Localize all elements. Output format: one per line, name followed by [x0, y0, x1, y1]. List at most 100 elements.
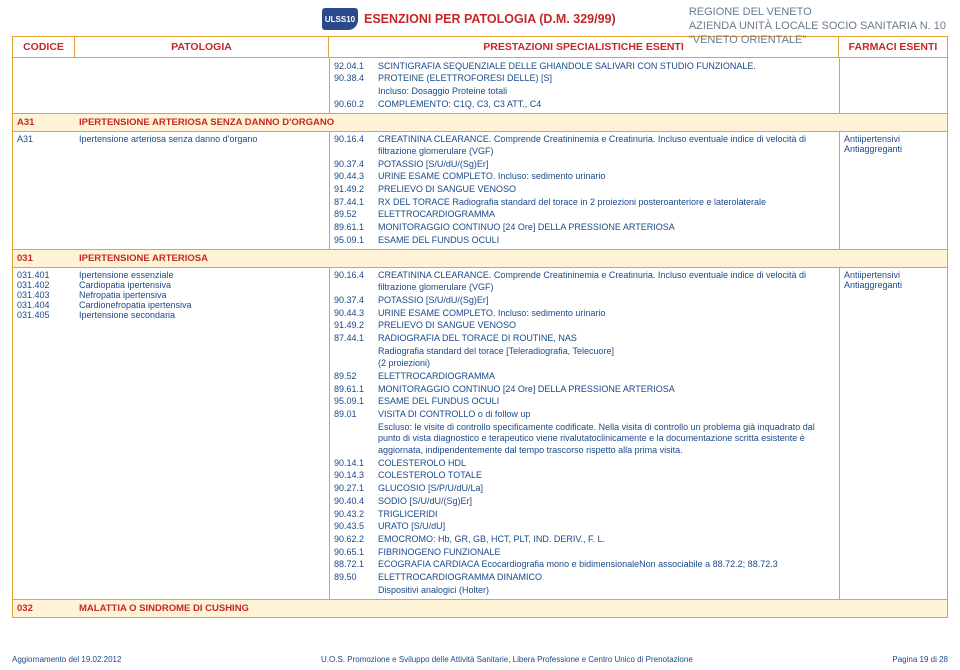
prest-text: MONITORAGGIO CONTINUO [24 Ore] DELLA PRE…: [378, 384, 835, 396]
prest-line: 89.52ELETTROCARDIOGRAMMA: [334, 209, 835, 222]
cell-prest: 92.04.1SCINTIGRAFIA SEQUENZIALE DELLE GH…: [329, 58, 839, 113]
section-a31: A31 IPERTENSIONE ARTERIOSA SENZA DANNO D…: [12, 114, 948, 132]
prest-line: Dispositivi analogici (Holter): [334, 584, 835, 597]
prest-text: Incluso: Dosaggio Proteine totali: [378, 86, 835, 98]
cell-farm: Antiipertensivi Antiaggreganti: [839, 268, 947, 599]
prest-code: 90.43.5: [334, 521, 378, 533]
prest-text: (2 proiezioni): [378, 358, 835, 370]
prest-text: FIBRINOGENO FUNZIONALE: [378, 547, 835, 559]
prest-code: 90.38.4: [334, 73, 378, 85]
col-patologia: PATOLOGIA: [75, 37, 329, 57]
prest-line: 90.37.4POTASSIO [S/U/dU/(Sg)Er]: [334, 158, 835, 171]
prest-code: 90.43.2: [334, 509, 378, 521]
cell-prest: 90.16.4CREATININA CLEARANCE. Comprende C…: [329, 268, 839, 599]
farm-1: Antiipertensivi: [844, 134, 943, 144]
prest-line: Escluso: le visite di controllo specific…: [334, 421, 835, 457]
prest-line: 90.37.4POTASSIO [S/U/dU/(Sg)Er]: [334, 294, 835, 307]
logo-badge: ULSS10: [322, 8, 358, 30]
prest-text: EMOCROMO: Hb, GR, GB, HCT, PLT, IND. DER…: [378, 534, 835, 546]
prest-line: 90.14.1COLESTEROLO HDL: [334, 457, 835, 470]
prest-code: 89.01: [334, 409, 378, 421]
prest-line: (2 proiezioni): [334, 358, 835, 371]
prest-text: ELETTROCARDIOGRAMMA DINAMICO: [378, 572, 835, 584]
prest-line: 91.49.2PRELIEVO DI SANGUE VENOSO: [334, 320, 835, 333]
prest-text: SODIO [S/U/dU/(Sg)Er]: [378, 496, 835, 508]
prest-code: 90.40.4: [334, 496, 378, 508]
prest-line: Radiografia standard del torace [Telerad…: [334, 345, 835, 358]
prest-code: 90.65.1: [334, 547, 378, 559]
section-code: 032: [13, 600, 75, 617]
prest-text: PROTEINE (ELETTROFORESI DELLE) [S]: [378, 73, 835, 85]
prest-code: 90.60.2: [334, 99, 378, 111]
cell-pat: Ipertensione arteriosa senza danno d'org…: [75, 132, 329, 249]
prest-text: TRIGLICERIDI: [378, 509, 835, 521]
prest-text: COLESTEROLO HDL: [378, 458, 835, 470]
prest-line: 89.52ELETTROCARDIOGRAMMA: [334, 370, 835, 383]
main-table: CODICE PATOLOGIA PRESTAZIONI SPECIALISTI…: [12, 36, 948, 618]
prest-text: CREATININA CLEARANCE. Comprende Creatini…: [378, 270, 835, 293]
prest-text: Escluso: le visite di controllo specific…: [378, 422, 835, 457]
prest-text: URINE ESAME COMPLETO. Incluso: sedimento…: [378, 171, 835, 183]
prest-text: PRELIEVO DI SANGUE VENOSO: [378, 184, 835, 196]
prest-line: 89.61.1MONITORAGGIO CONTINUO [24 Ore] DE…: [334, 383, 835, 396]
section-code: 031: [13, 250, 75, 267]
prest-code: [334, 346, 378, 358]
prest-line: 90.44.3URINE ESAME COMPLETO. Incluso: se…: [334, 307, 835, 320]
cell-pat: [75, 58, 329, 113]
prest-text: POTASSIO [S/U/dU/(Sg)Er]: [378, 295, 835, 307]
prest-code: 89.61.1: [334, 384, 378, 396]
prest-code: 87.44.1: [334, 197, 378, 209]
prest-code: 89.50: [334, 572, 378, 584]
org-line2: AZIENDA UNITÀ LOCALE SOCIO SANITARIA N. …: [689, 20, 946, 34]
prest-code: 89.61.1: [334, 222, 378, 234]
header-org: REGIONE DEL VENETO AZIENDA UNITÀ LOCALE …: [689, 6, 946, 47]
prest-line: 90.16.4CREATININA CLEARANCE. Comprende C…: [334, 134, 835, 158]
footer: Aggiornamento del 19.02.2012 U.O.S. Prom…: [12, 655, 948, 664]
prest-line: 87.44.1RX DEL TORACE Radiografia standar…: [334, 196, 835, 209]
prest-text: Radiografia standard del torace [Telerad…: [378, 346, 835, 358]
farm-2: Antiaggreganti: [844, 144, 943, 154]
sub-pat: Cardionefropatia ipertensiva: [79, 300, 325, 310]
prest-line: 88.72.1ECOGRAFIA CARDIACA Ecocardiografi…: [334, 559, 835, 572]
prest-line: 90.65.1FIBRINOGENO FUNZIONALE: [334, 546, 835, 559]
prest-code: 90.16.4: [334, 270, 378, 293]
prest-text: PRELIEVO DI SANGUE VENOSO: [378, 320, 835, 332]
prest-code: 95.09.1: [334, 396, 378, 408]
prest-text: SCINTIGRAFIA SEQUENZIALE DELLE GHIANDOLE…: [378, 61, 835, 73]
footer-left: Aggiornamento del 19.02.2012: [12, 655, 121, 664]
cell-code: A31: [13, 132, 75, 249]
prest-code: 90.14.1: [334, 458, 378, 470]
org-line3: "VENETO ORIENTALE": [689, 34, 946, 48]
sub-pat: Ipertensione secondaria: [79, 310, 325, 320]
prest-code: 90.44.3: [334, 171, 378, 183]
prest-code: [334, 86, 378, 98]
prest-text: ELETTROCARDIOGRAMMA: [378, 209, 835, 221]
sub-code: 031.403: [17, 290, 71, 300]
prest-code: 92.04.1: [334, 61, 378, 73]
cell-code: 031.401031.402031.403031.404031.405: [13, 268, 75, 599]
prest-line: 91.49.2PRELIEVO DI SANGUE VENOSO: [334, 184, 835, 197]
prest-code: 90.37.4: [334, 159, 378, 171]
prest-line: 90.43.5URATO [S/U/dU]: [334, 521, 835, 534]
prest-code: 90.16.4: [334, 134, 378, 157]
prest-text: ELETTROCARDIOGRAMMA: [378, 371, 835, 383]
prest-text: COMPLEMENTO: C1Q, C3, C3 ATT., C4: [378, 99, 835, 111]
sub-code: 031.404: [17, 300, 71, 310]
farm-1: Antiipertensivi: [844, 270, 943, 280]
prest-code: [334, 585, 378, 597]
logo-row: ULSS10 ESENZIONI PER PATOLOGIA (D.M. 329…: [322, 8, 616, 30]
prest-text: RADIOGRAFIA DEL TORACE DI ROUTINE, NAS: [378, 333, 835, 345]
prest-code: 90.44.3: [334, 308, 378, 320]
prest-text: RX DEL TORACE Radiografia standard del t…: [378, 197, 835, 209]
prest-code: 90.62.2: [334, 534, 378, 546]
footer-right: Pagina 19 di 28: [892, 655, 948, 664]
prest-line: 95.09.1ESAME DEL FUNDUS OCULI: [334, 234, 835, 247]
sub-code: 031.405: [17, 310, 71, 320]
prest-code: 87.44.1: [334, 333, 378, 345]
section-title: MALATTIA O SINDROME DI CUSHING: [75, 600, 947, 617]
prest-text: MONITORAGGIO CONTINUO [24 Ore] DELLA PRE…: [378, 222, 835, 234]
prest-code: 90.27.1: [334, 483, 378, 495]
section-032: 032 MALATTIA O SINDROME DI CUSHING: [12, 600, 948, 618]
cell-farm: [839, 58, 947, 113]
prest-line: 90.27.1GLUCOSIO [S/P/U/dU/La]: [334, 483, 835, 496]
